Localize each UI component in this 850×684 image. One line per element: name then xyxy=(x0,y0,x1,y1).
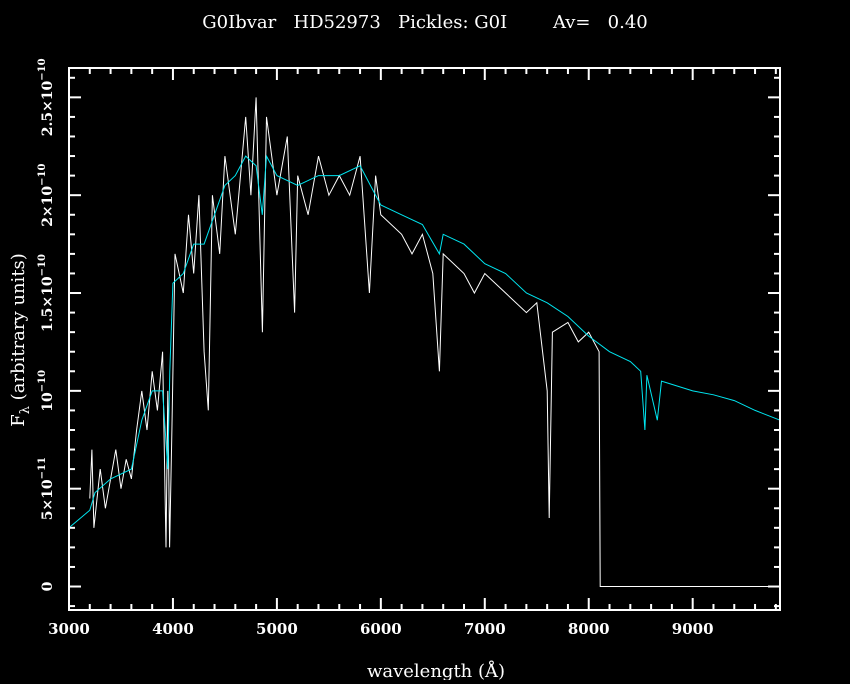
x-tick-label: 6000 xyxy=(360,620,402,638)
x-tick-labels: 3000 4000 5000 6000 7000 8000 9000 xyxy=(48,620,713,638)
x-axis-label: wavelength (Å) xyxy=(367,660,505,680)
y-axis-label-main: F xyxy=(8,414,29,427)
x-tick-label: 9000 xyxy=(672,620,714,638)
model-spectrum-line xyxy=(68,154,781,529)
observed-spectrum-line xyxy=(89,97,780,587)
y-tick-label: 0 xyxy=(40,581,56,591)
x-tick-label: 3000 xyxy=(48,620,90,638)
y-tick-label: 10−10 xyxy=(37,370,56,412)
y-tick-label: 5×10−11 xyxy=(37,457,56,520)
y-tick-label: 1.5×10−10 xyxy=(37,254,56,332)
chart-title: G0Ibvar HD52973 Pickles: G0I Av= 0.40 xyxy=(202,12,647,33)
series-layer xyxy=(68,97,781,587)
y-axis-label-sub: λ xyxy=(18,406,33,414)
y-tick-labels: 0 5×10−11 10−10 1.5×10−10 2×10−10 2.5×10−10 xyxy=(37,58,56,591)
y-axis-label: Fλ (arbitrary units) xyxy=(8,253,33,427)
axis-ticks xyxy=(68,68,780,610)
y-tick-label: 2.5×10−10 xyxy=(37,58,56,136)
x-tick-label: 5000 xyxy=(256,620,298,638)
y-tick-label: 2×10−10 xyxy=(37,164,56,227)
plot-frame xyxy=(68,67,781,611)
x-tick-label: 7000 xyxy=(464,620,506,638)
x-tick-label: 4000 xyxy=(152,620,194,638)
x-tick-label: 8000 xyxy=(568,620,610,638)
y-axis-label-rest: (arbitrary units) xyxy=(8,253,29,406)
